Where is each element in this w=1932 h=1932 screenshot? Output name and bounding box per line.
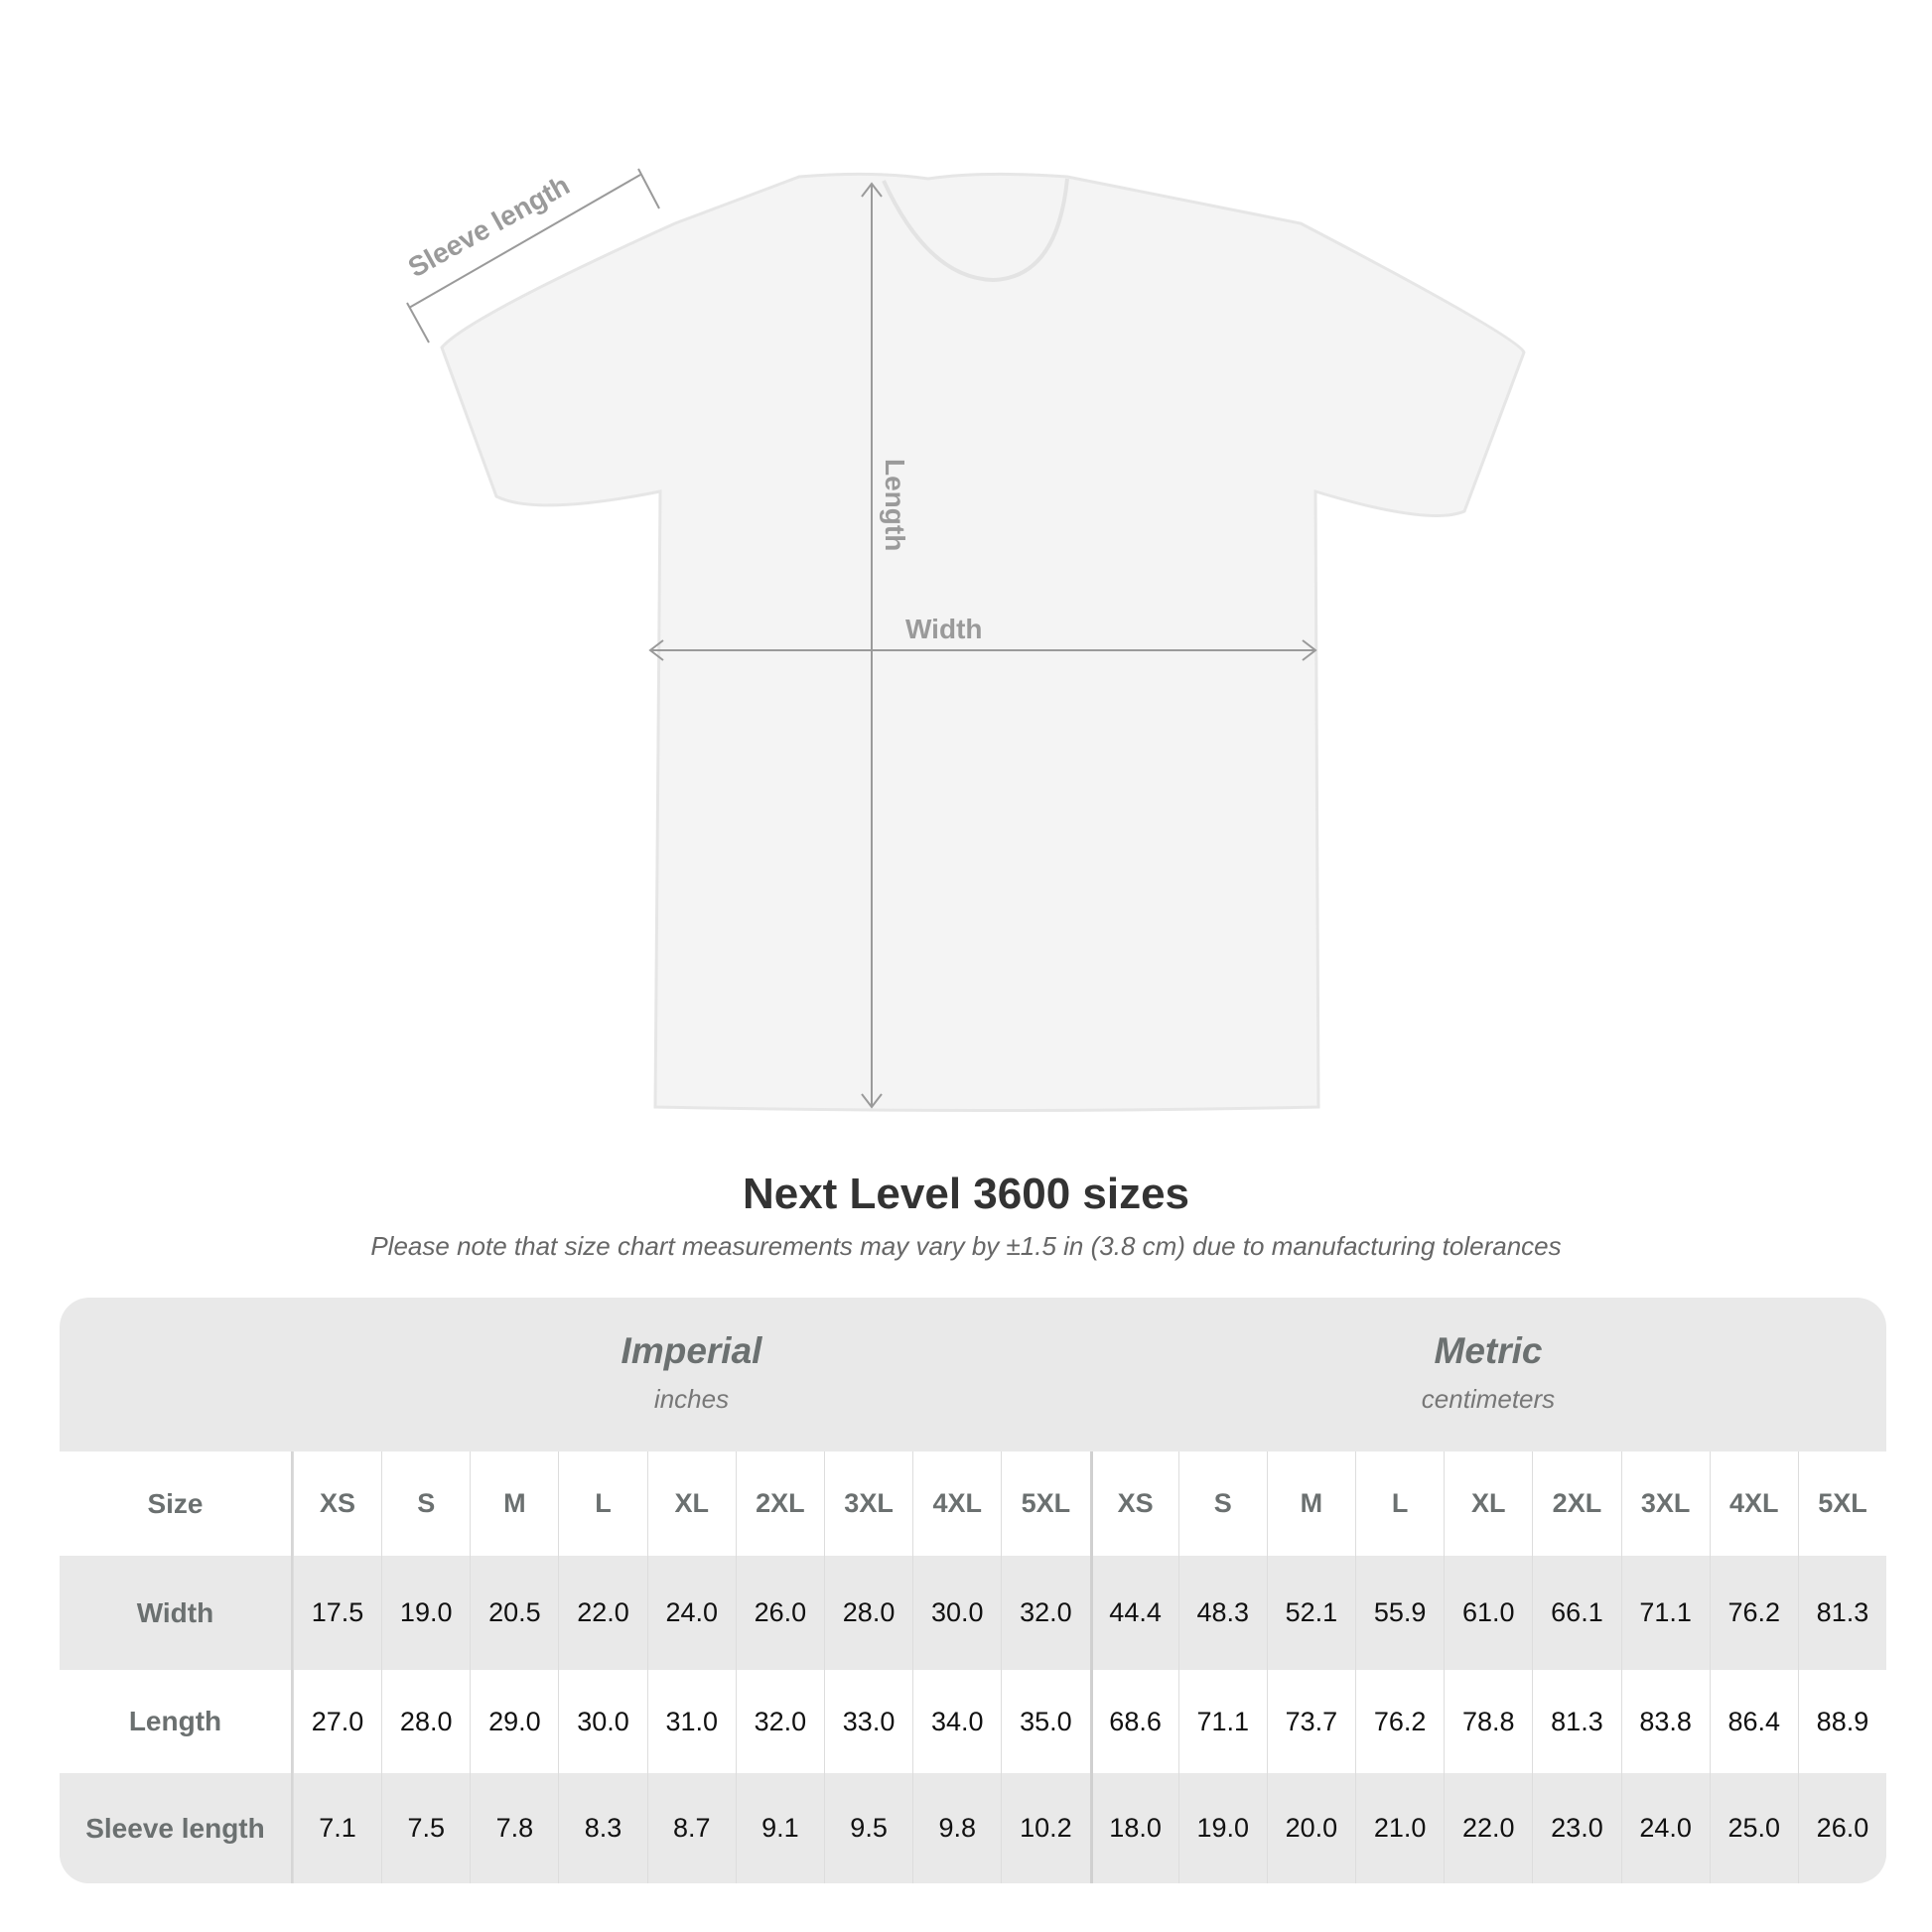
metric-cell: 76.2 [1709, 1556, 1798, 1670]
imperial-cell: 28.0 [823, 1556, 912, 1670]
table-row: Sleeve length 7.1 7.5 7.8 8.3 8.7 9.1 9.5 9.8 10.… [60, 1773, 1886, 1883]
imperial-cell: 32.0 [735, 1670, 824, 1773]
tshirt-collar [882, 178, 1069, 283]
imperial-cell: 28.0 [381, 1670, 470, 1773]
imperial-cell: 9.1 [735, 1773, 824, 1883]
imperial-cell: 32.0 [1001, 1556, 1089, 1670]
imperial-cell: 2XL [735, 1451, 824, 1556]
metric-label: Metric [1434, 1330, 1543, 1371]
metric-cell: 18.0 [1089, 1773, 1178, 1883]
metric-cell: 24.0 [1620, 1773, 1710, 1883]
table-row: Width 17.5 19.0 20.5 22.0 24.0 26.0 28.0 30.0 32.… [60, 1556, 1886, 1670]
metric-cell: 66.1 [1532, 1556, 1620, 1670]
imperial-cell: 24.0 [646, 1556, 736, 1670]
imperial-header: Imperial inches [293, 1298, 1090, 1451]
imperial-cell: 10.2 [1001, 1773, 1089, 1883]
metric-cell: 88.9 [1797, 1670, 1886, 1773]
metric-unit: centimeters [1421, 1384, 1556, 1414]
metric-cell: 5XL [1797, 1451, 1886, 1556]
metric-cell: L [1355, 1451, 1444, 1556]
sleeve-arrow [408, 174, 641, 309]
metric-cell: 21.0 [1355, 1773, 1444, 1883]
metric-cell: 61.0 [1444, 1556, 1532, 1670]
metric-cell: 25.0 [1709, 1773, 1798, 1883]
imperial-cell: 29.0 [470, 1670, 558, 1773]
metric-cell: 83.8 [1620, 1670, 1710, 1773]
metric-cell: 86.4 [1709, 1670, 1798, 1773]
imperial-cell: 31.0 [646, 1670, 736, 1773]
row-label: Width [60, 1556, 293, 1670]
metric-cell: 81.3 [1532, 1670, 1620, 1773]
metric-cell: 4XL [1709, 1451, 1798, 1556]
metric-header: Metric centimeters [1090, 1298, 1886, 1451]
metric-cell: 44.4 [1089, 1556, 1178, 1670]
imperial-cell: 8.7 [646, 1773, 736, 1883]
metric-cell: XS [1089, 1451, 1178, 1556]
imperial-cell: XS [292, 1451, 381, 1556]
metric-cell: 26.0 [1797, 1773, 1886, 1883]
imperial-cell: 9.8 [912, 1773, 1001, 1883]
metric-cell: 52.1 [1266, 1556, 1355, 1670]
metric-cell: 68.6 [1089, 1670, 1178, 1773]
imperial-cell: 19.0 [381, 1556, 470, 1670]
table-row: Length 27.0 28.0 29.0 30.0 31.0 32.0 33.0 34.0 35… [60, 1670, 1886, 1773]
imperial-cell: 7.1 [292, 1773, 381, 1883]
tshirt-image [440, 172, 1526, 1112]
metric-cell: 76.2 [1355, 1670, 1444, 1773]
imperial-cell: 30.0 [912, 1556, 1001, 1670]
imperial-cell: 7.8 [470, 1773, 558, 1883]
imperial-cell: 27.0 [292, 1670, 381, 1773]
row-label: Size [60, 1451, 293, 1556]
metric-cell: 19.0 [1177, 1773, 1267, 1883]
imperial-cell: 22.0 [558, 1556, 646, 1670]
imperial-cell: S [381, 1451, 470, 1556]
metric-cell: 71.1 [1177, 1670, 1267, 1773]
imperial-cell: 3XL [823, 1451, 912, 1556]
tshirt-diagram: Sleeve length Length Width [403, 168, 1526, 1112]
metric-cell: 81.3 [1797, 1556, 1886, 1670]
metric-cell: 48.3 [1177, 1556, 1267, 1670]
imperial-cell: XL [646, 1451, 736, 1556]
metric-cell: 73.7 [1266, 1670, 1355, 1773]
length-label: Length [880, 459, 910, 551]
metric-cell: M [1266, 1451, 1355, 1556]
imperial-cell: L [558, 1451, 646, 1556]
size-table: Imperial inches Metric centimeters Size X… [60, 1298, 1886, 1883]
imperial-cell: 30.0 [558, 1670, 646, 1773]
metric-cell: 22.0 [1444, 1773, 1532, 1883]
imperial-label: Imperial [621, 1330, 762, 1371]
imperial-cell: 35.0 [1001, 1670, 1089, 1773]
metric-cell: XL [1444, 1451, 1532, 1556]
table-row: Size XS S M L XL 2XL 3XL 4XL 5XL XS S M L XL 2XL 3XL 4XL 5… [60, 1451, 1886, 1556]
imperial-unit: inches [653, 1384, 730, 1414]
metric-cell: 3XL [1620, 1451, 1710, 1556]
imperial-cell: 8.3 [558, 1773, 646, 1883]
width-label: Width [905, 614, 983, 644]
page-title: Next Level 3600 sizes [742, 1170, 1190, 1218]
imperial-cell: M [470, 1451, 558, 1556]
metric-cell: S [1177, 1451, 1267, 1556]
metric-cell: 23.0 [1532, 1773, 1620, 1883]
imperial-cell: 34.0 [912, 1670, 1001, 1773]
imperial-cell: 7.5 [381, 1773, 470, 1883]
imperial-cell: 26.0 [735, 1556, 824, 1670]
metric-cell: 71.1 [1620, 1556, 1710, 1670]
metric-cell: 78.8 [1444, 1670, 1532, 1773]
tolerance-note: Please note that size chart measurements… [370, 1231, 1562, 1261]
imperial-cell: 9.5 [823, 1773, 912, 1883]
metric-cell: 2XL [1532, 1451, 1620, 1556]
row-label: Length [60, 1670, 293, 1773]
metric-cell: 20.0 [1266, 1773, 1355, 1883]
metric-cell: 55.9 [1355, 1556, 1444, 1670]
imperial-cell: 5XL [1001, 1451, 1089, 1556]
imperial-cell: 4XL [912, 1451, 1001, 1556]
imperial-cell: 20.5 [470, 1556, 558, 1670]
imperial-cell: 17.5 [292, 1556, 381, 1670]
row-label: Sleeve length [60, 1773, 293, 1883]
imperial-cell: 33.0 [823, 1670, 912, 1773]
